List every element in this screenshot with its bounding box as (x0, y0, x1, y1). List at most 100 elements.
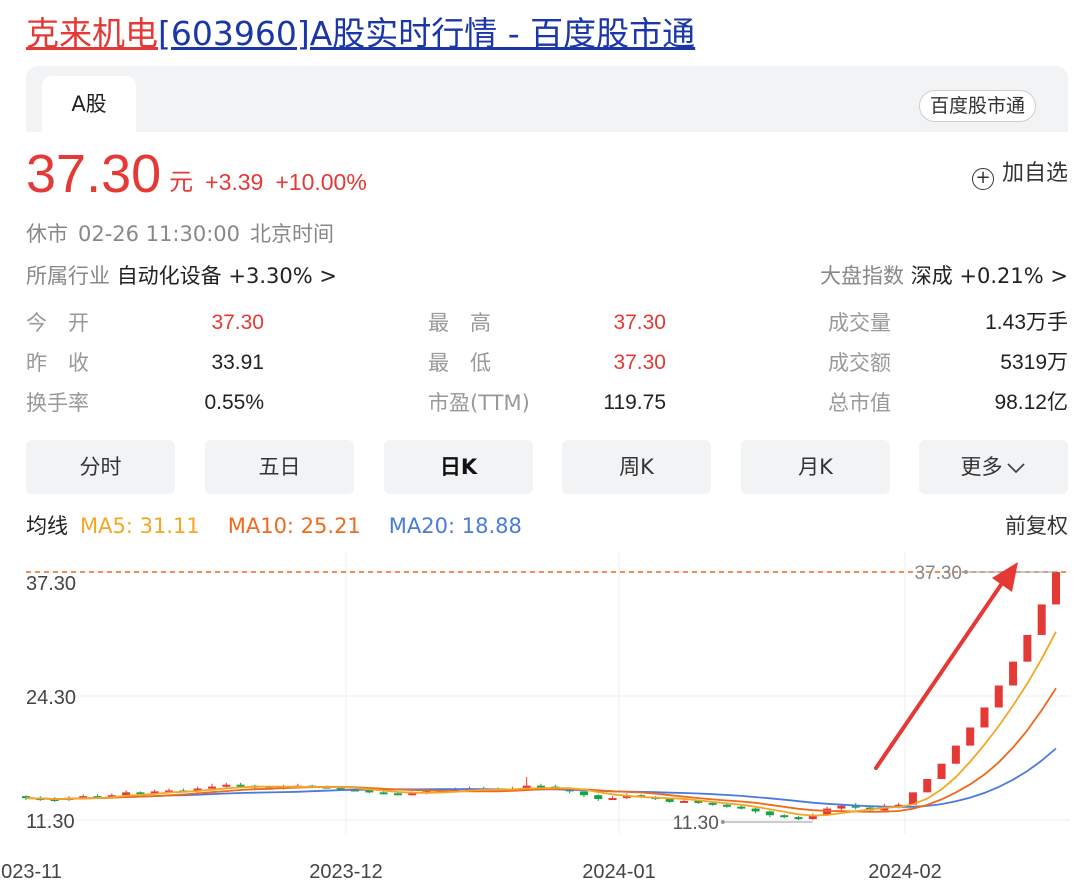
arrow-shaft (874, 574, 1009, 770)
stat-prev-close-value: 33.91 (211, 351, 264, 374)
page-title-link[interactable]: [603960]A股实时行情 - 百度股市通 (158, 14, 696, 53)
stat-pe-label: 市盈(TTM) (428, 391, 530, 415)
y-axis-label-0: 37.30 (26, 573, 76, 595)
ma5-line (25, 631, 1057, 817)
candle-53 (780, 814, 789, 819)
candle-55 (808, 813, 817, 820)
ma-legend: 均线 MA5: 31.11 MA10: 25.21 MA20: 18.88 前复权 (26, 508, 1068, 544)
industry-label: 所属行业 (26, 264, 110, 288)
candle-71 (1037, 604, 1046, 635)
stat-low-label: 最 低 (428, 351, 491, 375)
stat-pe-value: 119.75 (603, 391, 666, 414)
low-marker-dot (720, 820, 725, 824)
candle-13 (207, 783, 216, 790)
industry-change: +3.30% (228, 264, 313, 288)
candle-65 (951, 745, 960, 764)
arrow-head (992, 562, 1018, 592)
x-axis-label-1: 2023-12 (309, 861, 382, 883)
price-change-pct: +10.00% (275, 169, 367, 195)
market-state: 休市 (26, 222, 68, 246)
high-marker-label: 37.30 (914, 563, 962, 584)
stat-open-value: 37.30 (211, 311, 264, 334)
x-axis-label-2: 2024-01 (582, 861, 655, 883)
chevron-right-icon: > (1050, 264, 1068, 288)
candle-67 (980, 707, 989, 728)
industry-link[interactable]: 所属行业 自动化设备 +3.30% > (26, 258, 337, 294)
chevron-down-icon (1006, 463, 1025, 474)
stat-turnover-label: 换手率 (26, 391, 89, 415)
candle-69 (1009, 661, 1018, 686)
ma10-value: MA10: 25.21 (227, 514, 361, 538)
stat-amount-label: 成交额 (828, 351, 891, 375)
candle-68 (994, 685, 1003, 708)
candle-14 (222, 782, 231, 788)
market-tab-bar: A股 百度股市通 (26, 66, 1068, 132)
timezone-label: 北京时间 (250, 222, 335, 246)
period-weekly-button[interactable]: 周K (562, 440, 711, 494)
adjust-mode-toggle[interactable]: 前复权 (1005, 514, 1068, 538)
candle-50 (737, 805, 746, 810)
low-marker-label: 11.30 (673, 813, 719, 834)
stat-high-value: 37.30 (613, 311, 666, 334)
period-monthly-button[interactable]: 月K (741, 440, 890, 494)
stock-name-link[interactable]: 克来机电 (26, 14, 158, 53)
quote-stats-grid: 今 开 37.30 昨 收 33.91 换手率 0.55% 最 高 37.30 … (26, 304, 1068, 422)
stat-prev-close-label: 昨 收 (26, 351, 89, 375)
quote-row: 37.30 元 +3.39 +10.00% (26, 142, 367, 206)
page-title[interactable]: 克来机电[603960]A股实时行情 - 百度股市通 (26, 12, 695, 56)
stat-market-cap-label: 总市值 (828, 391, 891, 415)
candle-39 (579, 790, 588, 798)
candle-40 (594, 794, 603, 801)
market-index-link[interactable]: 大盘指数 深成 +0.21% > (820, 258, 1068, 294)
stat-market-cap-value: 98.12亿 (994, 391, 1068, 414)
candle-35 (522, 777, 531, 790)
candle-49 (722, 803, 731, 808)
industry-name: 自动化设备 (116, 264, 222, 288)
stat-volume-label: 成交量 (828, 311, 891, 335)
market-index-change: +0.21% (959, 264, 1044, 288)
trend-arrow-icon (874, 562, 1018, 770)
high-marker-dot (964, 570, 968, 574)
candle-62 (908, 792, 917, 805)
candle-8 (136, 791, 145, 795)
source-badge[interactable]: 百度股市通 (918, 90, 1036, 122)
candle-72 (1052, 572, 1060, 605)
ma5-value: MA5: 31.11 (80, 514, 200, 538)
ma10-line (25, 687, 1057, 813)
price-change: +3.39 (205, 169, 264, 195)
price-unit: 元 (169, 168, 194, 196)
candle-66 (966, 727, 975, 746)
period-more-button[interactable]: 更多 (919, 440, 1068, 494)
candle-51 (751, 807, 760, 814)
tab-a-share[interactable]: A股 (42, 76, 136, 132)
add-watchlist-button[interactable]: + 加自选 (971, 158, 1068, 190)
x-axis-label-0: 2023-11 (0, 861, 62, 883)
quote-datetime: 02-26 11:30:00 (78, 222, 241, 246)
ma20-value: MA20: 18.88 (388, 514, 522, 538)
candle-0 (22, 795, 30, 800)
x-axis-label-3: 2024-02 (868, 861, 941, 883)
ma20-line (25, 747, 1057, 808)
ma-label: 均线 (26, 514, 68, 538)
period-daily-button[interactable]: 日K (384, 440, 533, 494)
period-more-label: 更多 (960, 455, 1003, 479)
candle-63 (923, 778, 932, 793)
chevron-right-icon: > (319, 264, 337, 288)
y-axis-label-1: 24.30 (26, 687, 76, 709)
candle-52 (765, 810, 774, 818)
period-intraday-button[interactable]: 分时 (26, 440, 175, 494)
add-watchlist-label: 加自选 (1001, 161, 1068, 186)
plus-circle-icon: + (971, 168, 994, 190)
candle-41 (608, 796, 617, 801)
period-selector: 分时 五日 日K 周K 月K 更多 (26, 440, 1068, 494)
current-price: 37.30 (26, 144, 162, 204)
stat-open-label: 今 开 (26, 311, 89, 335)
stat-amount-value: 5319万 (1000, 351, 1068, 374)
market-status: 休市 02-26 11:30:00 北京时间 (26, 218, 344, 250)
kline-chart[interactable]: 37.30 11.30 37.30 24.30 11.30 2023-11 2023-12… (0, 548, 1080, 892)
period-5day-button[interactable]: 五日 (205, 440, 354, 494)
candle-70 (1023, 634, 1032, 662)
stat-turnover-value: 0.55% (204, 391, 264, 414)
market-index-name: 深成 (910, 264, 953, 288)
stat-high-label: 最 高 (428, 311, 491, 335)
